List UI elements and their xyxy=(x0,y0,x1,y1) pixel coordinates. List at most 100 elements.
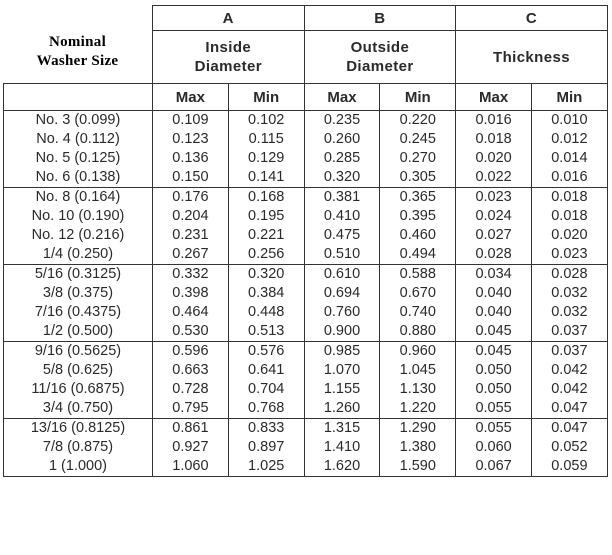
nominal-size-value: 7/8 (0.875) xyxy=(42,439,114,455)
outside-diameter-min-value: 0.305 xyxy=(399,169,436,185)
nominal-size-value: 5/8 (0.625) xyxy=(42,362,114,378)
group-c-letter: C xyxy=(455,5,608,31)
outside-diameter-max-value: 0.260 xyxy=(323,131,361,147)
nominal-size-header-blank xyxy=(3,5,153,84)
thickness-max-value: 0.060 xyxy=(475,439,512,455)
outside-diameter-max-value: 0.410 xyxy=(323,208,361,224)
outside-diameter-max-value: 1.410 xyxy=(323,439,361,455)
thickness-min-value: 0.023 xyxy=(551,246,588,262)
inside-diameter-max-value: 0.150 xyxy=(172,169,209,185)
size-group-row: 5/16 (0.3125) 3/8 (0.375) 7/16 (0.4375) 1/2… xyxy=(3,264,608,342)
outside-diameter-max-value: 0.610 xyxy=(323,266,361,282)
thickness-max-cell: 0.016 0.018 0.020 0.022 xyxy=(455,110,532,188)
outside-diameter-min-value: 0.365 xyxy=(399,189,436,205)
outside-diameter-max-value: 1.315 xyxy=(323,420,361,436)
size-group-row: No. 3 (0.099) No. 4 (0.112) No. 5 (0.125) N… xyxy=(3,110,608,188)
thickness-min-value: 0.028 xyxy=(551,266,588,282)
nominal-size-value: 1 (1.000) xyxy=(48,458,108,474)
inside-diameter-min-value: 0.102 xyxy=(248,112,285,128)
thickness-max-header: Max xyxy=(455,83,532,111)
thickness-max-cell: 0.034 0.040 0.040 0.045 xyxy=(455,264,532,342)
inside-diameter-max-value: 1.060 xyxy=(172,458,209,474)
thickness-min-value: 0.037 xyxy=(551,343,588,359)
thickness-max-value: 0.045 xyxy=(475,323,512,339)
thickness-max-value: 0.024 xyxy=(475,208,512,224)
outside-diameter-min-value: 0.960 xyxy=(399,343,436,359)
thickness-min-value: 0.037 xyxy=(551,323,588,339)
thickness-max-cell: 0.055 0.060 0.067 xyxy=(455,418,532,477)
outside-diameter-max-value: 1.260 xyxy=(323,400,361,416)
nominal-size-value: 3/4 (0.750) xyxy=(42,400,114,416)
inside-diameter-min-value: 0.320 xyxy=(248,266,285,282)
outside-diameter-min-value: 1.130 xyxy=(399,381,436,397)
nominal-size-value: No. 6 (0.138) xyxy=(35,169,121,185)
thickness-min-value: 0.016 xyxy=(551,169,588,185)
group-a-letter: A xyxy=(152,5,305,31)
inside-diameter-max-value: 0.464 xyxy=(172,304,209,320)
nominal-size-value: 1/4 (0.250) xyxy=(42,246,114,262)
thickness-max-value: 0.034 xyxy=(475,266,512,282)
group-b-letter: B xyxy=(303,5,457,31)
outside-diameter-max-cell: 0.381 0.410 0.475 0.510 xyxy=(303,187,381,265)
nominal-size-value: 13/16 (0.8125) xyxy=(30,420,126,436)
nominal-size-value: 9/16 (0.5625) xyxy=(34,343,122,359)
nominal-size-value: No. 4 (0.112) xyxy=(36,131,120,147)
inside-diameter-min-value: 0.141 xyxy=(248,169,285,185)
thickness-max-value: 0.050 xyxy=(475,381,512,397)
inside-diameter-max-cell: 0.861 0.927 1.060 xyxy=(152,418,229,477)
size-group-row: 9/16 (0.5625) 5/8 (0.625) 11/16 (0.6875) 3/… xyxy=(3,341,608,419)
thickness-max-value: 0.023 xyxy=(475,189,512,205)
outside-diameter-max-value: 1.620 xyxy=(323,458,361,474)
outside-diameter-max-value: 0.760 xyxy=(323,304,361,320)
outside-diameter-min-value: 0.220 xyxy=(399,112,436,128)
inside-diameter-min-value: 0.833 xyxy=(248,420,285,436)
inside-diameter-max-cell: 0.109 0.123 0.136 0.150 xyxy=(152,110,229,188)
outside-diameter-min-cell: 0.220 0.245 0.270 0.305 xyxy=(379,110,457,188)
nominal-size-cell: 5/16 (0.3125) 3/8 (0.375) 7/16 (0.4375) 1/2… xyxy=(3,264,153,342)
inside-diameter-min-cell: 0.102 0.115 0.129 0.141 xyxy=(227,110,305,188)
thickness-header: Thickness xyxy=(455,30,608,84)
inside-diameter-min-value: 0.195 xyxy=(248,208,285,224)
outside-diameter-max-value: 0.381 xyxy=(323,189,361,205)
outside-diameter-max-value: 0.900 xyxy=(323,323,361,339)
inside-diameter-max-value: 0.596 xyxy=(172,343,209,359)
thickness-min-header: Min xyxy=(530,83,608,111)
outside-diameter-min-value: 0.670 xyxy=(399,285,436,301)
table-body: No. 3 (0.099) No. 4 (0.112) No. 5 (0.125) N… xyxy=(3,110,608,477)
outside-diameter-min-value: 1.220 xyxy=(399,400,436,416)
inside-diameter-max-value: 0.861 xyxy=(172,420,209,436)
washer-dimensions-document: A B C Inside Diameter Outside Diameter Thi… xyxy=(3,5,608,477)
inside-diameter-max-cell: 0.176 0.204 0.231 0.267 xyxy=(152,187,229,265)
inside-diameter-max-value: 0.398 xyxy=(172,285,209,301)
thickness-min-cell: 0.037 0.042 0.042 0.047 xyxy=(530,341,608,419)
outside-diameter-min-value: 0.740 xyxy=(399,304,436,320)
outside-diameter-max-value: 0.510 xyxy=(323,246,361,262)
size-group-row: 13/16 (0.8125) 7/8 (0.875) 1 (1.000) 0.861 0… xyxy=(3,418,608,477)
inside-diameter-max-value: 0.927 xyxy=(172,439,209,455)
outside-diameter-min-cell: 1.290 1.380 1.590 xyxy=(379,418,457,477)
inside-diameter-max-value: 0.530 xyxy=(172,323,209,339)
inside-diameter-min-value: 0.704 xyxy=(248,381,285,397)
outside-diameter-min-value: 0.494 xyxy=(399,246,436,262)
thickness-min-value: 0.047 xyxy=(551,400,588,416)
outside-diameter-max-value: 0.320 xyxy=(323,169,361,185)
inside-diameter-min-header: Min xyxy=(227,83,305,111)
inside-diameter-max-value: 0.136 xyxy=(172,150,209,166)
outside-diameter-min-cell: 0.960 1.045 1.130 1.220 xyxy=(379,341,457,419)
outside-diameter-min-value: 0.588 xyxy=(399,266,436,282)
nominal-size-cell: No. 8 (0.164) No. 10 (0.190) No. 12 (0.216… xyxy=(3,187,153,265)
outside-diameter-min-cell: 0.588 0.670 0.740 0.880 xyxy=(379,264,457,342)
nominal-size-cell: No. 3 (0.099) No. 4 (0.112) No. 5 (0.125) N… xyxy=(3,110,153,188)
nominal-size-cell: 13/16 (0.8125) 7/8 (0.875) 1 (1.000) xyxy=(3,418,153,477)
inside-diameter-max-value: 0.795 xyxy=(172,400,209,416)
inside-diameter-min-value: 0.384 xyxy=(248,285,285,301)
inside-diameter-min-value: 0.168 xyxy=(248,189,285,205)
outside-diameter-min-value: 0.460 xyxy=(399,227,436,243)
outside-diameter-header: Outside Diameter xyxy=(303,30,457,84)
thickness-max-value: 0.067 xyxy=(475,458,512,474)
thickness-min-value: 0.014 xyxy=(551,150,588,166)
inside-diameter-min-value: 0.897 xyxy=(248,439,285,455)
nominal-size-value: 11/16 (0.6875) xyxy=(31,381,125,397)
nominal-size-value: 3/8 (0.375) xyxy=(42,285,114,301)
nominal-size-value: No. 10 (0.190) xyxy=(31,208,125,224)
